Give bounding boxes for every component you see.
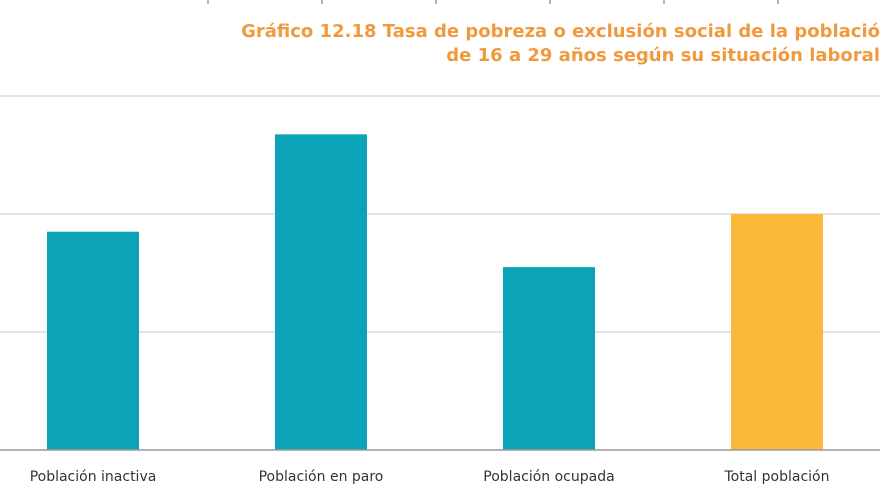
bar-2: [275, 134, 367, 450]
category-label-1: Población inactiva: [30, 469, 157, 485]
category-label-4: Total población: [724, 469, 830, 485]
category-label-3: Población ocupada: [483, 469, 614, 485]
bar-4: [731, 214, 823, 450]
bars: [47, 134, 823, 450]
chart-title-line-1: Gráfico 12.18 Tasa de pobreza o exclusió…: [241, 21, 880, 42]
top-axis-stubs: [207, 0, 779, 4]
bar-3: [503, 267, 595, 450]
category-labels: Población inactiva Población en paro Pobla…: [30, 469, 830, 485]
bar-1: [47, 231, 139, 450]
category-label-2: Población en paro: [259, 469, 384, 485]
chart-title: Gráfico 12.18 Tasa de pobreza o exclusió…: [241, 20, 880, 68]
chart-title-line-2: de 16 a 29 años según su situación labor…: [446, 45, 880, 66]
